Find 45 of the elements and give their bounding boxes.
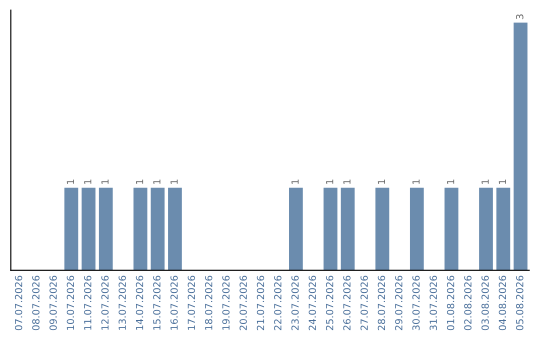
data-label: 1 — [292, 180, 299, 184]
x-tick-label: 12.07.2026 — [101, 276, 109, 330]
x-tick-label: 05.08.2026 — [516, 276, 524, 330]
x-tick-label: 11.07.2026 — [84, 276, 92, 330]
data-label: 1 — [170, 180, 178, 184]
x-tick-label: 08.07.2026 — [32, 276, 40, 330]
data-label: 1 — [412, 180, 420, 184]
x-tick-label: 22.07.2026 — [274, 276, 282, 330]
x-tick-label: 26.07.2026 — [343, 276, 351, 330]
x-tick-label: 23.07.2026 — [291, 276, 299, 330]
x-tick-label: 16.07.2026 — [170, 276, 178, 330]
data-label: 1 — [101, 180, 109, 184]
x-tick-label: 18.07.2026 — [204, 276, 212, 330]
x-tick-label: 09.07.2026 — [49, 276, 57, 330]
x-tick-label: 19.07.2026 — [222, 276, 230, 330]
x-tick-label: 27.07.2026 — [360, 276, 368, 330]
x-tick-label: 01.08.2026 — [446, 276, 454, 330]
data-label: 1 — [66, 180, 74, 184]
x-tick-label: 15.07.2026 — [153, 276, 160, 330]
x-tick-label: 10.07.2026 — [66, 276, 74, 330]
x-tick-label: 17.07.2026 — [188, 276, 196, 330]
x-tick-label: 31.07.2026 — [430, 276, 437, 330]
data-label: 1 — [482, 180, 489, 184]
x-tick-label: 25.07.2026 — [326, 276, 334, 330]
x-tick-label: 13.07.2026 — [118, 276, 126, 330]
x-tick-label: 28.07.2026 — [378, 276, 386, 330]
x-tick-label: 14.07.2026 — [136, 276, 144, 330]
x-tick-label: 20.07.2026 — [240, 276, 247, 330]
x-tick-label: 21.07.2026 — [256, 276, 264, 330]
data-label: 1 — [498, 180, 506, 184]
data-label: 1 — [343, 180, 350, 184]
x-tick-label: 02.08.2026 — [464, 276, 472, 330]
data-label: 1 — [136, 180, 144, 184]
x-tick-label: 07.07.2026 — [14, 276, 22, 330]
x-tick-label: 29.07.2026 — [395, 276, 402, 330]
x-tick-label: 30.07.2026 — [412, 276, 420, 330]
data-label: 1 — [378, 180, 386, 184]
data-label: 1 — [84, 180, 92, 184]
data-label: 3 — [516, 14, 524, 20]
data-label: 1 — [326, 180, 334, 184]
x-tick-label: 03.08.2026 — [481, 276, 489, 330]
x-tick-label: 24.07.2026 — [308, 276, 316, 330]
x-tick-label: 04.08.2026 — [498, 276, 506, 330]
data-label: 1 — [153, 180, 160, 184]
data-label: 1 — [447, 180, 454, 184]
